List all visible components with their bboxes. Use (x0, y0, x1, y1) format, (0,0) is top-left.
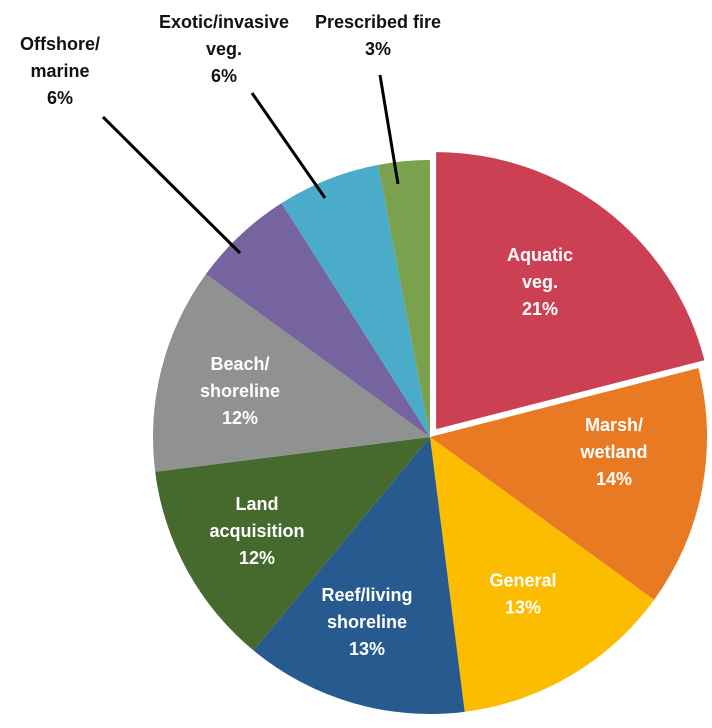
slice-name-reef-living-shoreline: shoreline (327, 612, 407, 632)
slice-name-marsh-wetland: Marsh/ (585, 415, 643, 435)
slice-label-marsh-wetland: Marsh/wetland 14% (579, 415, 647, 489)
slice-value-exotic-invasive-veg: 6% (211, 66, 237, 86)
slice-label-prescribed-fire: Prescribed fire 3% (315, 12, 441, 59)
slice-name-offshore-marine: marine (30, 61, 89, 81)
slice-name-prescribed-fire: Prescribed fire (315, 12, 441, 32)
pie-slice-aquatic-veg (436, 152, 705, 430)
pie-slice-marsh-wetland (430, 368, 707, 600)
slice-name-exotic-invasive-veg: veg. (206, 39, 242, 59)
slice-name-exotic-invasive-veg: Exotic/invasive (159, 12, 289, 32)
slice-value-beach-shoreline: 12% (222, 408, 258, 428)
slice-value-prescribed-fire: 3% (365, 39, 391, 59)
slice-name-aquatic-veg: veg. (522, 272, 558, 292)
slice-value-offshore-marine: 6% (47, 88, 73, 108)
pie-slices (153, 152, 707, 714)
leader-line-exotic-invasive-veg (250, 92, 327, 199)
slice-value-land-acquisition: 12% (239, 548, 275, 568)
slice-name-beach-shoreline: shoreline (200, 381, 280, 401)
pie-slice-offshore-marine (205, 203, 430, 437)
slice-label-exotic-invasive-veg: Exotic/invasive veg. 6% (159, 12, 289, 86)
slice-name-land-acquisition: Land (236, 494, 279, 514)
slice-label-reef-living-shoreline: Reef/living shoreline 13% (321, 585, 412, 659)
pie-slice-beach-shoreline (153, 274, 430, 472)
pie-slice-prescribed-fire (378, 160, 430, 437)
slice-name-beach-shoreline: Beach/ (210, 354, 269, 374)
slice-value-aquatic-veg: 21% (522, 299, 558, 319)
slice-name-offshore-marine: Offshore/ (20, 34, 100, 54)
slice-value-marsh-wetland: 14% (596, 469, 632, 489)
slice-name-general: General (489, 571, 556, 591)
slice-name-marsh-wetland: wetland (579, 442, 647, 462)
leader-lines (101, 74, 400, 255)
slice-name-land-acquisition: acquisition (209, 521, 304, 541)
slice-value-general: 13% (505, 598, 541, 618)
slice-label-general: General 13% (489, 571, 556, 618)
pie-slice-exotic-invasive-veg (281, 164, 430, 437)
slice-name-reef-living-shoreline: Reef/living (321, 585, 412, 605)
slice-label-aquatic-veg: Aquatic veg. 21% (507, 245, 573, 319)
leader-line-prescribed-fire (378, 74, 400, 185)
pie-slice-land-acquisition (155, 437, 430, 651)
slice-value-reef-living-shoreline: 13% (349, 639, 385, 659)
slice-label-offshore-marine: Offshore/marine 6% (20, 34, 100, 108)
slice-label-land-acquisition: Land acquisition 12% (209, 494, 304, 568)
slice-label-beach-shoreline: Beach/shoreline 12% (200, 354, 280, 428)
pie-slice-general (430, 437, 655, 712)
pie-slice-reef-living-shoreline (253, 437, 465, 714)
leader-line-offshore-marine (101, 115, 242, 255)
slice-name-aquatic-veg: Aquatic (507, 245, 573, 265)
slice-labels: Aquatic veg. 21% Marsh/wetland 14% General 13%… (20, 12, 648, 659)
